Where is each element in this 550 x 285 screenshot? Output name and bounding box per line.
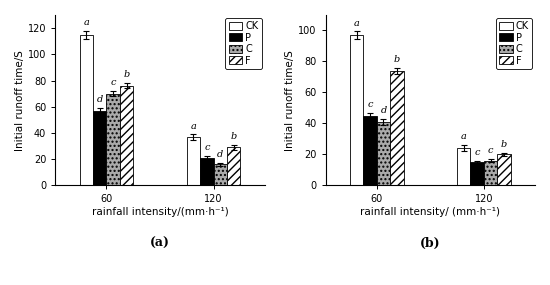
Bar (457, 148, 470, 186)
Text: b: b (230, 132, 236, 141)
Text: (a): (a) (150, 237, 170, 250)
Text: c: c (204, 143, 210, 152)
Text: b: b (123, 70, 130, 80)
X-axis label: rainfall intensity/(mm·h⁻¹): rainfall intensity/(mm·h⁻¹) (92, 207, 228, 217)
Bar (200, 158, 213, 186)
Bar (350, 35, 364, 186)
Text: a: a (354, 19, 360, 28)
Text: d: d (97, 95, 103, 104)
X-axis label: rainfall intensity/ (mm·h⁻¹): rainfall intensity/ (mm·h⁻¹) (360, 207, 500, 217)
Text: c: c (367, 100, 373, 109)
Text: a: a (461, 133, 467, 141)
Text: c: c (111, 78, 116, 87)
Legend: CK, P, C, F: CK, P, C, F (226, 18, 262, 69)
Y-axis label: Initial runoff time/S: Initial runoff time/S (285, 50, 295, 151)
Bar (106, 94, 120, 186)
Text: c: c (488, 146, 493, 155)
Text: c: c (475, 148, 480, 157)
Text: (b): (b) (420, 237, 441, 250)
Text: d: d (381, 106, 387, 115)
Text: d: d (217, 150, 223, 159)
Legend: CK, P, C, F: CK, P, C, F (496, 18, 532, 69)
Text: a: a (84, 18, 89, 27)
Bar (80, 35, 93, 186)
Bar (227, 147, 240, 186)
Bar (470, 162, 484, 186)
Text: b: b (501, 140, 507, 149)
Y-axis label: Initial runoff time/S: Initial runoff time/S (15, 50, 25, 151)
Bar (120, 86, 133, 186)
Bar (377, 122, 390, 186)
Bar (213, 164, 227, 186)
Bar (497, 154, 510, 186)
Bar (390, 71, 404, 186)
Text: a: a (190, 122, 196, 131)
Bar (484, 161, 497, 186)
Bar (187, 137, 200, 186)
Text: b: b (394, 55, 400, 64)
Bar (93, 111, 106, 186)
Bar (364, 116, 377, 186)
